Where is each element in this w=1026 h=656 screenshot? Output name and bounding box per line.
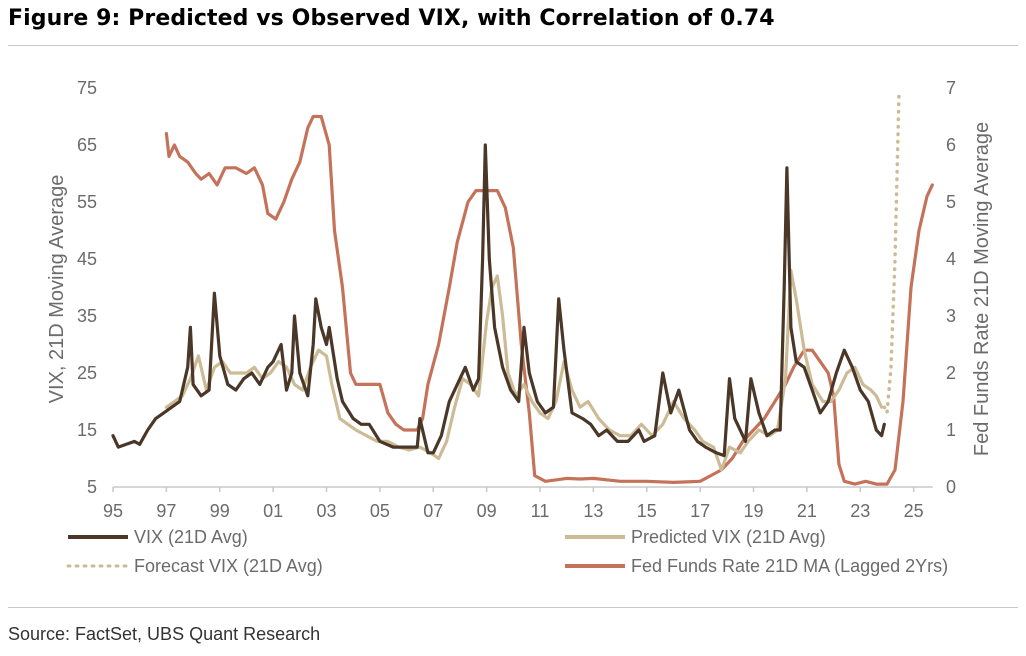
left-tick-label: 5 (87, 477, 97, 497)
left-tick-label: 15 (77, 420, 97, 440)
left-tick-label: 45 (77, 249, 97, 269)
top-divider (8, 45, 1018, 46)
x-axis-ticks: 95 97 99 01 03 05 07 09 11 13 15 17 19 21 23 25 (103, 487, 924, 521)
legend-label-fed-funds: Fed Funds Rate 21D MA (Lagged 2Yrs) (631, 556, 948, 576)
right-tick-label: 7 (946, 78, 956, 98)
vix-line (111, 143, 886, 458)
legend-label-predicted: Predicted VIX (21D Avg) (631, 527, 826, 547)
chart-area: 95 97 99 01 03 05 07 09 11 13 15 17 19 21 23 25 5152535… (46, 78, 993, 576)
left-tick-label: 65 (77, 135, 97, 155)
right-axis-label: Fed Funds Rate 21D Moving Average (971, 122, 993, 456)
right-tick-label: 3 (946, 306, 956, 326)
x-tick-label: 25 (904, 501, 924, 521)
x-tick-label: 03 (316, 501, 336, 521)
x-tick-label: 19 (744, 501, 764, 521)
x-tick-label: 01 (263, 501, 283, 521)
right-axis-ticks: 0 1 2 3 4 5 6 7 (946, 78, 956, 497)
right-tick-label: 5 (946, 192, 956, 212)
x-tick-label: 07 (423, 501, 443, 521)
plot-lines (111, 91, 934, 486)
right-tick-label: 2 (946, 363, 956, 383)
bottom-divider (8, 607, 1018, 608)
left-axis-label: VIX, 21D Moving Average (46, 175, 68, 404)
left-tick-label: 75 (77, 78, 97, 98)
x-tick-label: 09 (477, 501, 497, 521)
x-tick-label: 95 (103, 501, 123, 521)
source-note: Source: FactSet, UBS Quant Research (8, 624, 321, 644)
forecast-vix-line (882, 91, 901, 415)
left-tick-label: 25 (77, 363, 97, 383)
x-tick-label: 11 (531, 501, 550, 521)
chart-title: Figure 9: Predicted vs Observed VIX, wit… (8, 6, 775, 31)
legend: VIX (21D Avg) Predicted VIX (21D Avg) Fo… (66, 527, 948, 576)
legend-label-vix: VIX (21D Avg) (134, 527, 248, 547)
x-tick-label: 05 (370, 501, 390, 521)
right-tick-label: 1 (946, 420, 956, 440)
fed-funds-line (164, 114, 934, 486)
left-tick-label: 35 (77, 306, 97, 326)
left-tick-label: 55 (77, 192, 97, 212)
left-axis-ticks: 5 15 25 35 45 55 65 75 (77, 78, 97, 497)
x-tick-label: 21 (797, 501, 817, 521)
legend-label-forecast: Forecast VIX (21D Avg) (134, 556, 323, 576)
right-tick-label: 4 (946, 249, 956, 269)
x-tick-label: 17 (690, 501, 710, 521)
right-tick-label: 0 (946, 477, 956, 497)
x-tick-label: 15 (637, 501, 657, 521)
right-tick-label: 6 (946, 135, 956, 155)
x-tick-label: 23 (850, 501, 870, 521)
x-tick-label: 97 (156, 501, 176, 521)
x-tick-label: 13 (583, 501, 603, 521)
x-tick-label: 99 (210, 501, 230, 521)
